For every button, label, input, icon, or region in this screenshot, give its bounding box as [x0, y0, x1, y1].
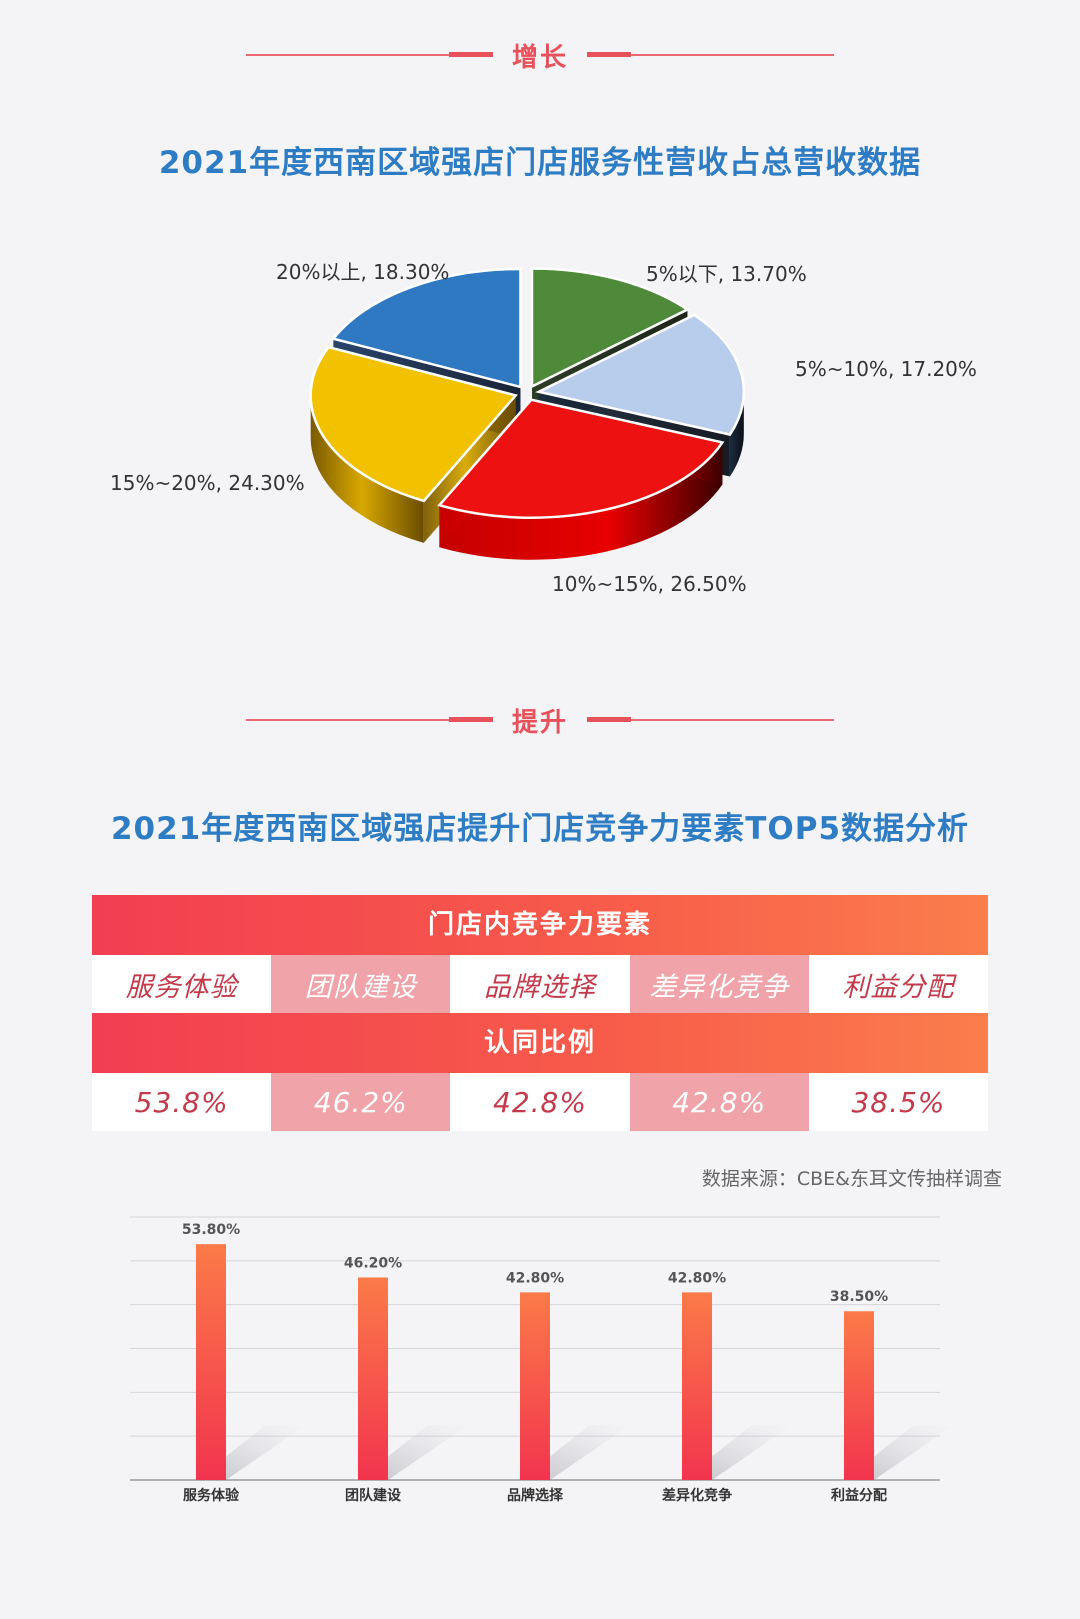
- bar-value-label: 46.20%: [344, 1255, 402, 1271]
- bar-value-label: 42.80%: [506, 1270, 564, 1286]
- ratio-cell: 42.8%: [629, 1073, 809, 1131]
- pie-slice-side: [310, 395, 424, 543]
- divider-bar: [587, 717, 631, 722]
- pie-slice-top: [530, 267, 690, 389]
- pie-slice-label: 10%~15%, 26.50%: [552, 572, 747, 596]
- bar-category-label: 利益分配: [831, 1487, 887, 1504]
- bar: [196, 1244, 226, 1480]
- bar-category-label: 团队建设: [345, 1487, 402, 1504]
- table-row-factors: 服务体验 团队建设 品牌选择 差异化竞争 利益分配: [92, 955, 989, 1013]
- ratio-cell: 42.8%: [450, 1073, 630, 1131]
- section-header-improve: 提升: [0, 700, 1080, 740]
- table-title: 2021年度西南区域强店提升门店竞争力要素TOP5数据分析: [110, 811, 970, 847]
- competitiveness-table: 门店内竞争力要素 服务体验 团队建设 品牌选择 差异化竞争 利益分配 认同比例 …: [92, 895, 989, 1131]
- section-header-growth: 增长: [0, 35, 1080, 75]
- divider-line: [246, 54, 449, 56]
- pie-slice-label: 5%~10%, 17.20%: [795, 357, 977, 381]
- ratio-cell: 38.5%: [808, 1073, 989, 1131]
- divider-bar: [587, 52, 631, 57]
- bar: [844, 1311, 874, 1480]
- divider-line: [631, 719, 834, 721]
- factor-cell: 品牌选择: [450, 955, 630, 1013]
- bar: [520, 1292, 550, 1480]
- pie-chart-title: 2021年度西南区域强店门店服务性营收占总营收数据: [158, 145, 922, 181]
- pie-slice-label: 20%以上, 18.30%: [276, 260, 450, 284]
- pie-slice: [437, 398, 725, 560]
- table-row-ratios: 53.8% 46.2% 42.8% 42.8% 38.5%: [92, 1073, 989, 1131]
- section-label: 提升: [511, 708, 568, 738]
- pie-chart: [309, 267, 746, 560]
- table-header-ratio: 认同比例: [92, 1013, 988, 1073]
- pie-slice-top: [331, 267, 522, 389]
- pie-slice-top: [309, 345, 518, 503]
- factor-cell: 服务体验: [92, 955, 272, 1013]
- divider-bar: [449, 717, 493, 722]
- bar-category-label: 品牌选择: [507, 1487, 564, 1504]
- divider-line: [246, 719, 449, 721]
- pie-slice-label: 15%~20%, 24.30%: [110, 471, 305, 495]
- ratio-cell: 53.8%: [92, 1073, 272, 1131]
- pie-slice-side: [439, 442, 723, 560]
- bar-value-label: 42.80%: [668, 1270, 726, 1286]
- data-source-note: 数据来源：CBE&东耳文传抽样调查: [701, 1168, 1002, 1190]
- bar-chart: 53.80% 服务体验 46.20% 团队建设 42.80% 品牌选择 42.80% 差异化竞…: [130, 1216, 954, 1504]
- pie-slice-top: [535, 313, 746, 436]
- section-label: 增长: [511, 43, 568, 73]
- pie-slice-side: [729, 391, 744, 477]
- bar-category-label: 差异化竞争: [662, 1487, 732, 1504]
- bar: [358, 1277, 388, 1480]
- divider-bar: [449, 52, 493, 57]
- bar: [682, 1292, 712, 1480]
- divider-line: [631, 54, 834, 56]
- ratio-cell: 46.2%: [271, 1073, 451, 1131]
- factor-cell: 团队建设: [271, 955, 451, 1013]
- bar-value-label: 38.50%: [830, 1289, 888, 1305]
- pie-slice-top: [437, 398, 725, 519]
- factor-cell: 利益分配: [808, 955, 989, 1013]
- pie-slice-label: 5%以下, 13.70%: [646, 262, 807, 286]
- bar-category-label: 服务体验: [183, 1487, 240, 1504]
- table-header-factors: 门店内竞争力要素: [92, 895, 988, 955]
- factor-cell: 差异化竞争: [629, 955, 809, 1013]
- bar-value-label: 53.80%: [182, 1222, 240, 1238]
